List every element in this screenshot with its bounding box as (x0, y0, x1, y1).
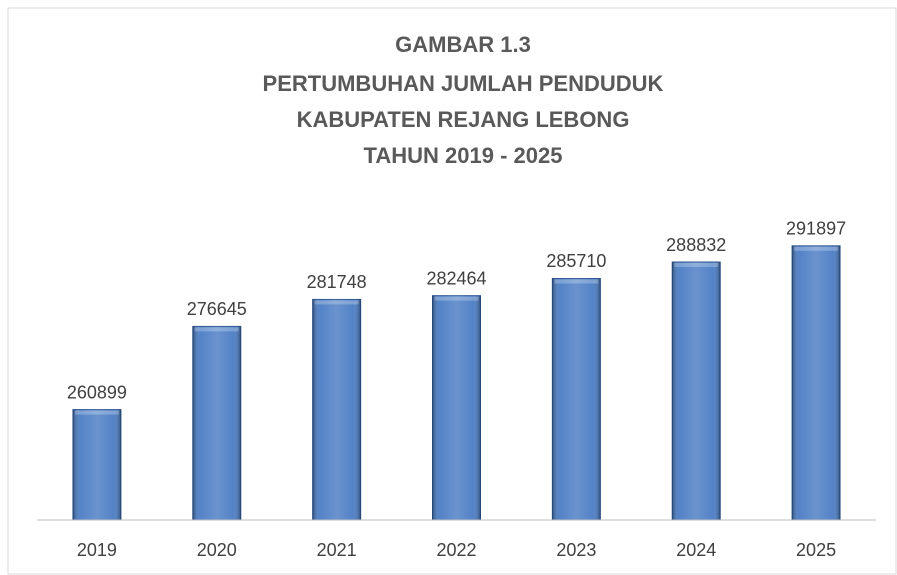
chart-title: TAHUN 2019 - 2025 (364, 143, 563, 168)
x-tick-label: 2023 (556, 540, 596, 560)
data-label: 260899 (67, 382, 127, 402)
bar (432, 295, 481, 521)
data-label: 281748 (307, 272, 367, 292)
bar (671, 261, 721, 521)
data-label: 276645 (187, 299, 247, 319)
data-label: 291897 (786, 219, 846, 239)
x-tick-label: 2024 (676, 540, 716, 560)
data-label: 285710 (546, 251, 606, 271)
bar (551, 277, 601, 521)
bar (192, 325, 242, 521)
x-tick-label: 2019 (77, 540, 117, 560)
bar (312, 298, 362, 521)
bar (791, 245, 841, 521)
x-tick-label: 2020 (197, 540, 237, 560)
chart-title: KABUPATEN REJANG LEBONG (297, 107, 630, 132)
data-label: 288832 (666, 235, 726, 255)
x-tick-label: 2025 (796, 540, 836, 560)
bar (72, 409, 122, 521)
chart-title: GAMBAR 1.3 (395, 32, 531, 57)
x-tick-label: 2021 (317, 540, 357, 560)
data-label: 282464 (426, 268, 486, 288)
x-tick-label: 2022 (436, 540, 476, 560)
chart-title: PERTUMBUHAN JUMLAH PENDUDUK (263, 71, 664, 96)
